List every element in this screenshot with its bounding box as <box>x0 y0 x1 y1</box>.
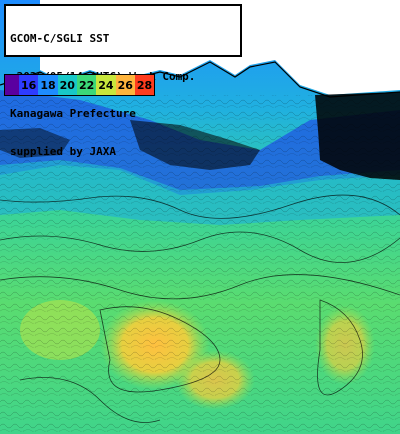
title-line-credit: supplied by JAXA <box>10 144 116 158</box>
land-area <box>260 0 400 80</box>
contour-lines <box>0 194 400 423</box>
legend-cell: 24 <box>96 75 116 95</box>
legend-cell: 18 <box>38 75 58 95</box>
legend-cell: 26 <box>115 75 135 95</box>
title-line-satellite: GCOM-C/SGLI SST <box>10 32 110 45</box>
title-line-region: Kanagawa Prefecture <box>10 107 136 120</box>
legend-cell <box>5 75 19 95</box>
legend-cell: 20 <box>57 75 77 95</box>
legend-cell: 28 <box>134 75 155 95</box>
temperature-legend: 16 18 20 22 24 26 28 <box>4 74 156 96</box>
contour-lines <box>0 95 400 434</box>
legend-cell: 16 <box>19 75 39 95</box>
title-box: GCOM-C/SGLI SST ~2025/05/14 (UTC) Week C… <box>4 4 242 157</box>
legend-cell: 22 <box>76 75 97 95</box>
